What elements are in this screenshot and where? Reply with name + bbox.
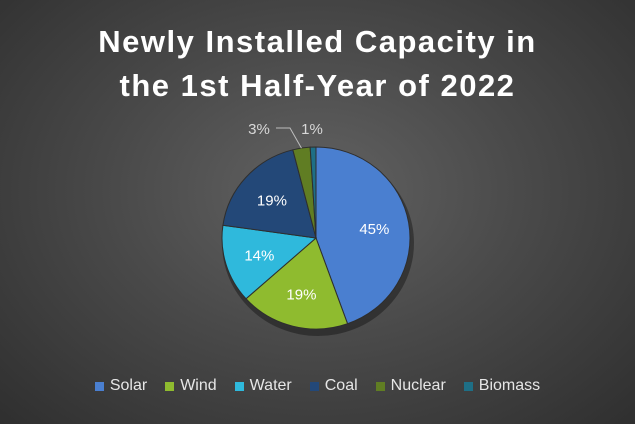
data-label-wind: 19% xyxy=(286,287,316,304)
legend-item-coal: Coal xyxy=(309,377,358,395)
legend-item-solar: Solar xyxy=(94,377,148,395)
data-label-solar: 45% xyxy=(359,221,389,238)
chart-title: Newly Installed Capacity in the 1st Half… xyxy=(0,20,635,108)
leader-line-nuclear xyxy=(276,127,302,149)
legend-swatch xyxy=(94,381,104,391)
pie-slice-wind xyxy=(245,237,349,330)
chart-title-line-1: Newly Installed Capacity in xyxy=(98,24,537,59)
legend-swatch xyxy=(309,381,319,391)
legend-label: Wind xyxy=(180,377,217,394)
legend-item-wind: Wind xyxy=(165,377,217,395)
legend-label: Water xyxy=(249,377,292,394)
legend-item-nuclear: Nuclear xyxy=(375,377,446,395)
legend-label: Nuclear xyxy=(390,377,446,394)
legend-item-water: Water xyxy=(234,377,292,395)
legend-swatch xyxy=(165,381,175,391)
legend-swatch xyxy=(463,381,473,391)
legend: Solar Wind Water Coal Nuclear Biomass xyxy=(0,377,635,395)
data-label-coal: 19% xyxy=(257,193,287,210)
pie-slice-biomass xyxy=(309,146,317,239)
data-label-biomass: 1% xyxy=(301,121,323,138)
legend-label: Biomass xyxy=(478,377,541,394)
pie-slice-water xyxy=(221,224,318,300)
legend-label: Solar xyxy=(109,377,148,394)
data-label-water: 14% xyxy=(244,248,274,265)
chart-title-line-2: the 1st Half-Year of 2022 xyxy=(119,68,516,103)
pie-slice-solar xyxy=(315,146,411,325)
legend-swatch xyxy=(234,381,244,391)
legend-label: Coal xyxy=(324,377,358,394)
legend-item-biomass: Biomass xyxy=(463,377,541,395)
data-label-nuclear: 3% xyxy=(248,121,270,138)
legend-swatch xyxy=(375,381,385,391)
pie-slice-coal xyxy=(222,149,317,239)
